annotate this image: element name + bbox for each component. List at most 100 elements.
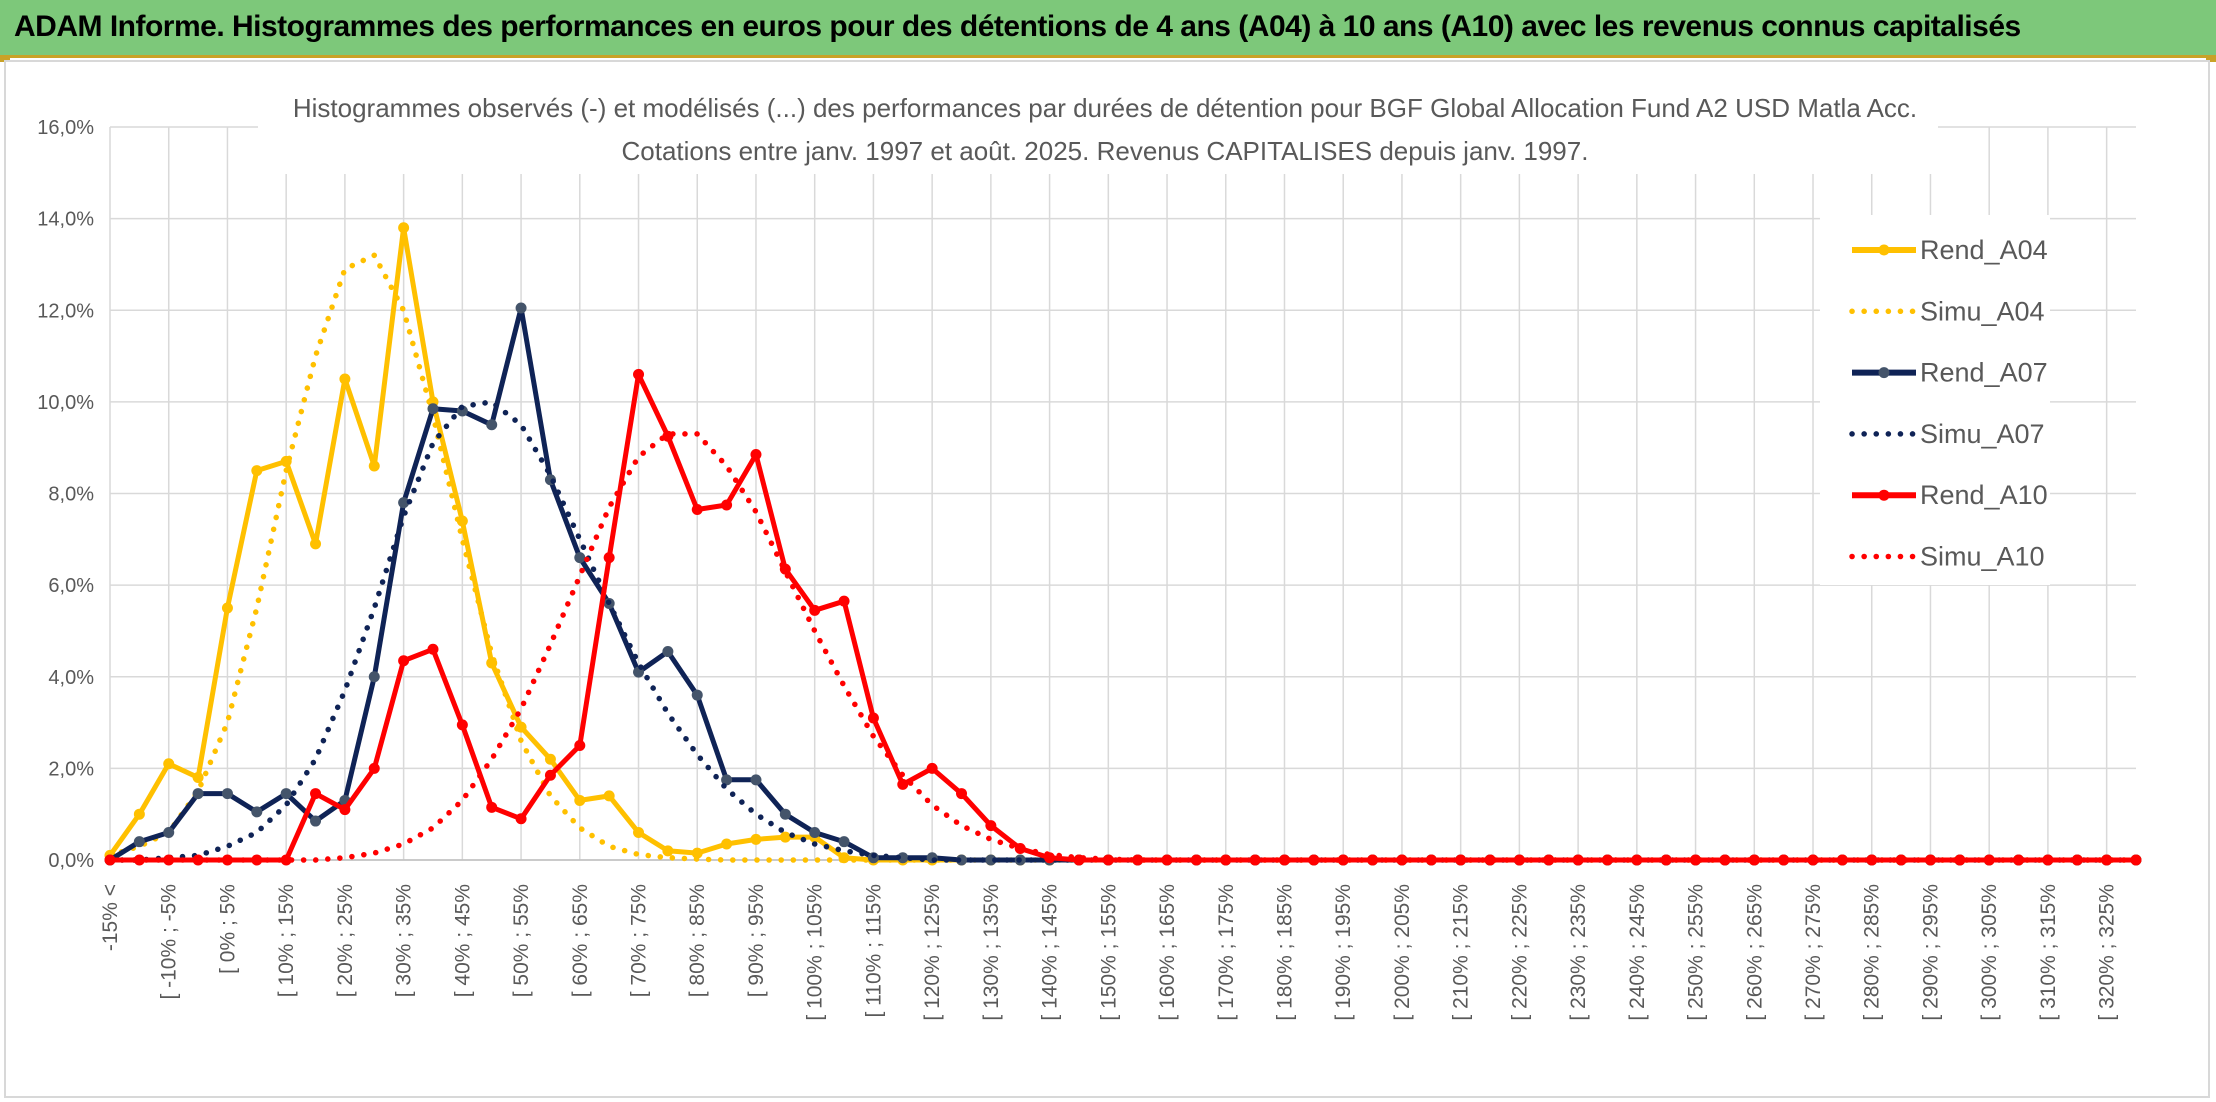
data-point bbox=[427, 643, 439, 655]
data-point bbox=[750, 449, 762, 461]
data-point bbox=[251, 806, 263, 818]
x-tick-label: [ 230% ; 235% bbox=[1567, 884, 1590, 1021]
title-background bbox=[258, 84, 1938, 174]
data-point bbox=[721, 774, 733, 786]
y-tick-label: 4,0% bbox=[48, 667, 94, 689]
data-point bbox=[339, 373, 351, 385]
x-tick-label: [ 70% ; 75% bbox=[628, 884, 651, 997]
x-tick-label: [ 300% ; 305% bbox=[1978, 884, 2001, 1021]
chart-title: Histogrammes observés (-) et modélisés (… bbox=[293, 93, 1917, 123]
data-point bbox=[897, 778, 909, 790]
y-tick-label: 10,0% bbox=[37, 392, 94, 414]
legend-label: Rend_A04 bbox=[1920, 235, 2048, 265]
x-tick-label: [ 240% ; 245% bbox=[1626, 884, 1649, 1021]
y-tick-label: 8,0% bbox=[48, 484, 94, 506]
data-point bbox=[1690, 854, 1702, 866]
data-point bbox=[662, 646, 674, 658]
data-point bbox=[603, 790, 615, 802]
legend-marker bbox=[1878, 244, 1890, 256]
x-tick-label: [ 80% ; 85% bbox=[686, 884, 709, 997]
data-point bbox=[1278, 854, 1290, 866]
y-tick-label: 14,0% bbox=[37, 209, 94, 231]
data-point bbox=[1954, 854, 1966, 866]
data-point bbox=[221, 788, 233, 800]
data-point bbox=[1748, 854, 1760, 866]
legend-label: Rend_A10 bbox=[1920, 480, 2048, 510]
x-tick-label: [ 250% ; 255% bbox=[1685, 884, 1708, 1021]
series-line-Simu_A10 bbox=[107, 431, 2139, 863]
data-point bbox=[867, 712, 879, 724]
data-point bbox=[192, 772, 204, 784]
data-point bbox=[486, 801, 498, 813]
data-point bbox=[1807, 854, 1819, 866]
x-tick-label: [ -10% ; -5% bbox=[158, 884, 181, 1000]
data-point bbox=[2013, 854, 2025, 866]
data-point bbox=[456, 719, 468, 731]
data-point bbox=[192, 788, 204, 800]
data-point bbox=[1601, 854, 1613, 866]
x-tick-label: [ 130% ; 135% bbox=[980, 884, 1003, 1021]
grid bbox=[109, 126, 2136, 861]
data-point bbox=[574, 552, 586, 564]
x-tick-label: [ 60% ; 65% bbox=[569, 884, 592, 997]
legend-marker bbox=[1878, 367, 1890, 379]
data-point bbox=[368, 460, 380, 472]
data-point bbox=[221, 854, 233, 866]
x-tick-label: [ 0% ; 5% bbox=[216, 884, 239, 974]
data-point bbox=[721, 499, 733, 511]
data-point bbox=[368, 762, 380, 774]
data-point bbox=[985, 820, 997, 832]
data-point bbox=[1631, 854, 1643, 866]
x-tick-label: [ 320% ; 325% bbox=[2096, 884, 2119, 1021]
data-point bbox=[574, 739, 586, 751]
data-point bbox=[838, 836, 850, 848]
data-point bbox=[133, 808, 145, 820]
data-point bbox=[544, 769, 556, 781]
data-point bbox=[633, 368, 645, 380]
x-tick-label: [ 120% ; 125% bbox=[921, 884, 944, 1021]
x-tick-label: [ 280% ; 285% bbox=[1861, 884, 1884, 1021]
data-point bbox=[985, 854, 997, 866]
data-point bbox=[662, 845, 674, 857]
data-point bbox=[280, 788, 292, 800]
x-tick-label: [ 170% ; 175% bbox=[1215, 884, 1238, 1021]
data-point bbox=[956, 788, 968, 800]
x-tick-label: [ 180% ; 185% bbox=[1273, 884, 1296, 1021]
data-point bbox=[838, 595, 850, 607]
data-point bbox=[486, 419, 498, 431]
legend: Rend_A04 Simu_A04 Rend_A07 Simu_A07 Rend_A10… bbox=[1820, 215, 2050, 585]
data-point bbox=[427, 403, 439, 415]
x-tick-label: [ 220% ; 225% bbox=[1508, 884, 1531, 1021]
data-point bbox=[133, 854, 145, 866]
x-tick-label: [ 160% ; 165% bbox=[1156, 884, 1179, 1021]
data-point bbox=[1190, 854, 1202, 866]
data-point bbox=[1396, 854, 1408, 866]
data-point bbox=[1484, 854, 1496, 866]
x-tick-label: [ 140% ; 145% bbox=[1039, 884, 1062, 1021]
data-point bbox=[574, 794, 586, 806]
x-tick-label: [ 30% ; 35% bbox=[393, 884, 416, 997]
x-tick-label: [ 40% ; 45% bbox=[451, 884, 474, 997]
data-point bbox=[398, 222, 410, 234]
data-point bbox=[163, 827, 175, 839]
corner-mark-right bbox=[2206, 58, 2216, 62]
y-axis: 0,0% 2,0% 4,0% 6,0% 8,0% 10,0% 12,0% 14,0% 16,0% bbox=[37, 117, 94, 872]
x-tick-label: [ 10% ; 15% bbox=[275, 884, 298, 997]
y-tick-label: 6,0% bbox=[48, 575, 94, 597]
data-point bbox=[721, 838, 733, 850]
data-point bbox=[398, 655, 410, 667]
legend-label: Simu_A04 bbox=[1920, 296, 2045, 326]
data-point bbox=[691, 689, 703, 701]
x-tick-label: [ 260% ; 265% bbox=[1743, 884, 1766, 1021]
legend-label: Simu_A10 bbox=[1920, 542, 2045, 572]
data-point bbox=[809, 827, 821, 839]
x-tick-label: [ 50% ; 55% bbox=[510, 884, 533, 997]
chart-titles: Histogrammes observés (-) et modélisés (… bbox=[258, 84, 1938, 174]
data-point bbox=[398, 497, 410, 509]
header-banner: ADAM Informe. Histogrammes des performan… bbox=[0, 0, 2216, 58]
data-point bbox=[750, 774, 762, 786]
data-point bbox=[280, 854, 292, 866]
data-point bbox=[1132, 854, 1144, 866]
x-tick-label: [ 200% ; 205% bbox=[1391, 884, 1414, 1021]
x-tick-label: -15% < bbox=[99, 884, 122, 951]
